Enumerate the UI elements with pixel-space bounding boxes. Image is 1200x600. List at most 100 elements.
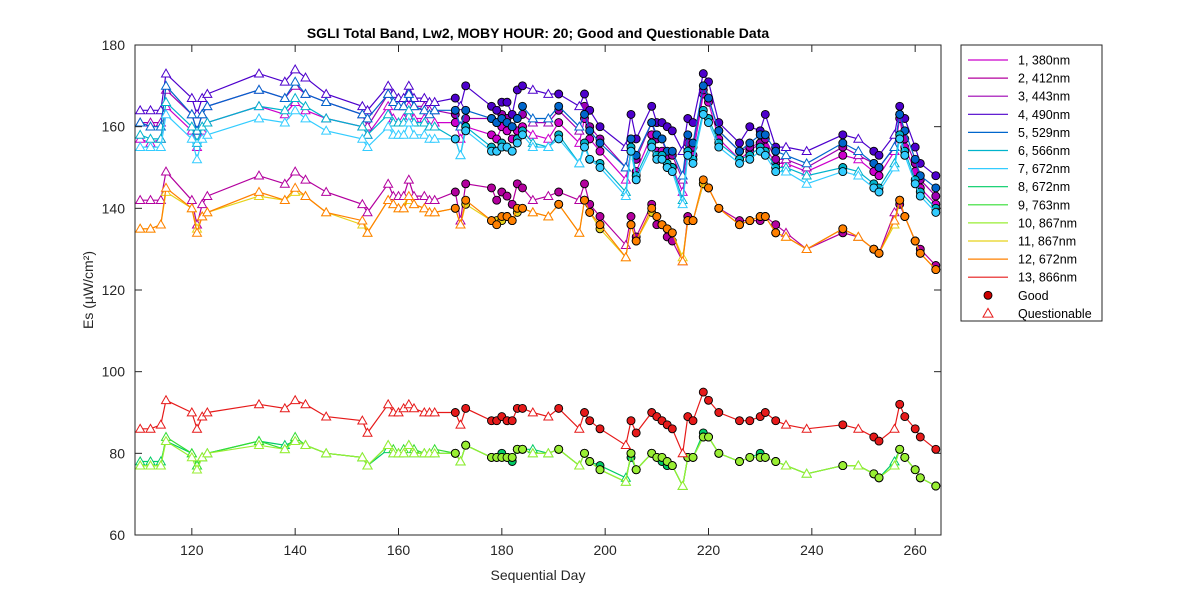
questionable-point: [362, 129, 373, 139]
questionable-point: [620, 476, 632, 486]
good-point: [585, 457, 595, 466]
good-point: [735, 457, 744, 466]
good-point: [657, 134, 667, 144]
questionable-point: [289, 92, 301, 102]
questionable-point: [186, 121, 198, 131]
good-point: [931, 207, 941, 217]
questionable-point: [573, 157, 585, 168]
legend-label: 7, 672nm: [1018, 162, 1070, 176]
good-point: [461, 81, 471, 91]
good-point: [704, 183, 713, 193]
questionable-point: [677, 198, 689, 209]
questionable-point: [418, 129, 430, 139]
legend-entry: 2, 412nm: [968, 72, 1070, 86]
good-point: [771, 146, 781, 156]
good-point: [595, 465, 605, 475]
questionable-point: [160, 80, 172, 90]
questionable-point: [801, 145, 813, 156]
good-point: [838, 130, 848, 140]
legend-label: Good: [1018, 289, 1049, 303]
questionable-point: [134, 129, 146, 139]
good-point: [580, 179, 589, 189]
questionable-point: [387, 198, 399, 209]
questionable-point: [160, 68, 172, 78]
legend-entry: 10, 867nm: [968, 216, 1077, 230]
good-point: [631, 465, 641, 475]
questionable-point: [253, 68, 265, 78]
good-point: [838, 224, 848, 234]
questionable-point: [852, 145, 864, 156]
questionable-point: [145, 423, 156, 433]
good-point: [895, 195, 905, 205]
good-point: [518, 444, 527, 454]
questionable-point: [418, 202, 430, 213]
questionable-point: [852, 133, 864, 143]
questionable-point: [160, 166, 172, 176]
questionable-point: [387, 96, 399, 107]
questionable-point: [542, 447, 554, 458]
good-point: [714, 448, 724, 458]
good-point: [900, 150, 910, 160]
good-point: [585, 416, 595, 426]
x-tick-label: 240: [800, 542, 824, 558]
good-point: [450, 134, 460, 144]
good-point: [580, 109, 589, 119]
good-point: [760, 130, 770, 140]
good-point: [626, 146, 636, 156]
good-point: [647, 118, 657, 128]
questionable-point: [289, 166, 301, 176]
questionable-point: [408, 402, 420, 413]
questionable-point: [403, 174, 415, 184]
questionable-point: [320, 96, 332, 107]
good-point: [507, 216, 517, 226]
good-point: [688, 158, 698, 168]
questionable-point: [362, 460, 373, 470]
questionable-point: [320, 112, 332, 123]
chart-title: SGLI Total Band, Lw2, MOBY HOUR: 20; Goo…: [307, 25, 770, 41]
good-point: [554, 89, 564, 99]
questionable-point: [382, 194, 394, 205]
good-point: [631, 175, 641, 185]
y-tick-label: 120: [102, 282, 126, 298]
questionable-point: [362, 227, 373, 237]
legend-box: [960, 44, 1103, 322]
questionable-point: [889, 215, 900, 225]
y-axis-label: Es (µW/cm²): [80, 251, 96, 329]
good-point: [771, 416, 781, 426]
good-point: [461, 195, 471, 205]
good-point: [595, 138, 605, 148]
good-point: [900, 212, 910, 221]
questionable-point: [398, 202, 410, 213]
questionable-point: [418, 92, 430, 102]
questionable-point: [160, 182, 172, 192]
questionable-point: [300, 72, 311, 82]
good-point: [838, 420, 848, 430]
questionable-point: [677, 255, 689, 266]
legend-label: 13, 866nm: [1018, 271, 1077, 285]
questionable-point: [527, 206, 539, 217]
legend-label: 10, 867nm: [1018, 216, 1077, 230]
good-point: [698, 175, 708, 185]
good-point: [735, 220, 744, 230]
good-point: [487, 183, 496, 193]
questionable-point: [289, 104, 301, 115]
questionable-point: [320, 125, 332, 135]
good-point: [461, 126, 471, 136]
legend-label: 5, 529nm: [1018, 126, 1070, 140]
good-point: [683, 150, 693, 160]
good-point: [760, 109, 770, 119]
questionable-point: [780, 419, 792, 429]
legend-label: 12, 672nm: [1018, 253, 1077, 267]
questionable-point: [356, 133, 368, 143]
good-point: [714, 142, 724, 152]
good-point: [450, 408, 460, 417]
good-point: [688, 416, 698, 426]
good-point: [895, 134, 905, 144]
good-point: [688, 452, 698, 462]
legend-entry: 12, 672nm: [968, 253, 1077, 267]
questionable-point: [801, 157, 813, 168]
questionable-point: [429, 206, 441, 217]
good-point: [461, 179, 471, 189]
good-point: [683, 130, 693, 140]
legend-entry: 6, 566nm: [968, 144, 1070, 158]
